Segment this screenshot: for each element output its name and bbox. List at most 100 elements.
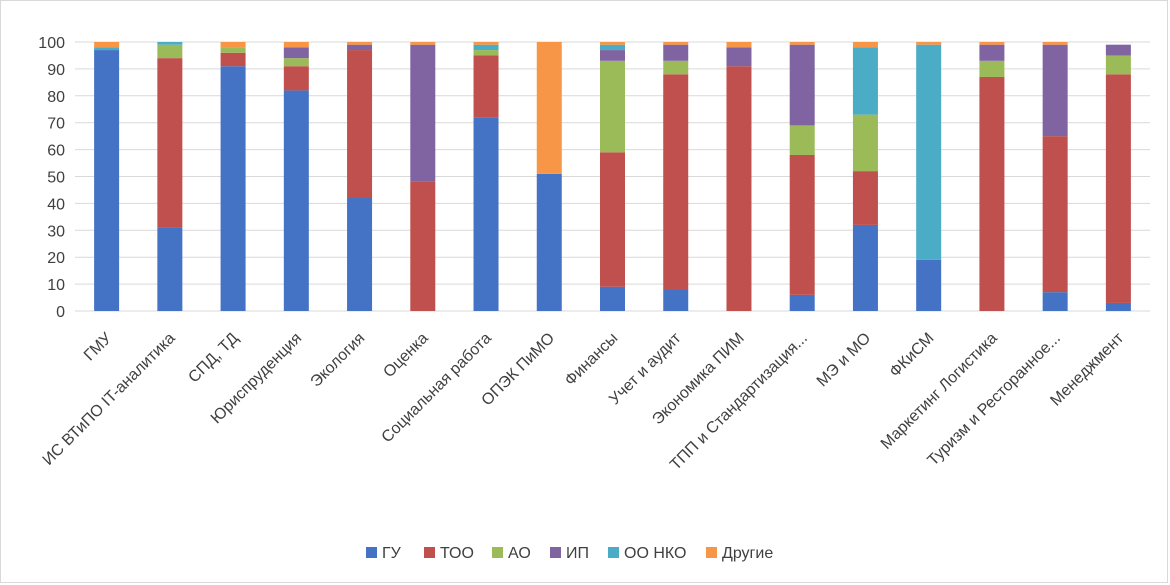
legend-label: ИП (566, 545, 589, 562)
bar-segment (1105, 55, 1131, 75)
legend-label: АО (508, 545, 531, 562)
legend-swatch (550, 547, 561, 558)
bar-segment (789, 44, 815, 126)
bar-segment (347, 44, 373, 51)
y-tick-label: 20 (47, 250, 65, 267)
bar-segment (94, 47, 120, 51)
bars (94, 42, 1131, 312)
y-tick-label: 70 (47, 116, 65, 133)
bar-segment (473, 50, 499, 56)
y-tick-label: 50 (47, 170, 65, 187)
bar-segment (916, 42, 942, 45)
y-axis: 0 10 20 30 40 50 60 70 80 90 100 (38, 35, 65, 321)
bar-segment (663, 42, 689, 45)
y-tick-label: 40 (47, 196, 65, 213)
y-tick-label: 60 (47, 143, 65, 160)
bar-segment (852, 224, 878, 311)
bar-segment (789, 294, 815, 311)
y-tick-label: 10 (47, 277, 65, 294)
bar-segment (94, 42, 120, 48)
bar-segment (536, 173, 562, 311)
x-category-label: ГМУ (81, 329, 116, 364)
x-category-label: Туризм и Ресторанное... (925, 330, 1064, 469)
legend-label: ОО НКО (624, 545, 686, 562)
legend-swatch (706, 547, 717, 558)
bar-segment (536, 42, 562, 174)
bar-segment (979, 76, 1005, 311)
legend-label: ГУ (382, 545, 402, 562)
bar-segment (600, 44, 625, 51)
bar-segment (94, 50, 120, 311)
x-category-label: Маркетинг Логистика (878, 330, 1001, 453)
x-category-label: СПД, ТД (185, 330, 242, 387)
bar-segment (916, 44, 942, 260)
bar-segment (473, 44, 499, 51)
x-category-label: ФКиСМ (887, 330, 938, 381)
bar-segment (852, 42, 878, 48)
bar-segment (220, 52, 246, 67)
bar-segment (600, 42, 625, 45)
legend-swatch (492, 547, 503, 558)
y-tick-label: 100 (38, 35, 65, 52)
bar-segment (600, 152, 625, 287)
bar-segment (979, 42, 1005, 45)
y-tick-label: 80 (47, 89, 65, 106)
bar-segment (1042, 44, 1068, 137)
bar-segment (347, 198, 373, 311)
bar-segment (789, 42, 815, 45)
legend: ГУ ТОО АО ИП ОО НКО Другие (366, 545, 773, 562)
bar-segment (220, 42, 246, 48)
bar-segment (1042, 292, 1068, 311)
bar-segment (789, 125, 815, 155)
bar-segment (1105, 44, 1131, 56)
bar-segment (600, 50, 625, 61)
bar-segment (726, 42, 752, 48)
bar-segment (473, 117, 499, 311)
bar-segment (410, 42, 436, 45)
legend-swatch (608, 547, 619, 558)
bar-segment (1105, 74, 1131, 303)
bar-segment (852, 114, 878, 172)
y-tick-label: 30 (47, 223, 65, 240)
bar-segment (157, 44, 183, 59)
bar-segment (410, 44, 436, 182)
bar-segment (283, 66, 309, 91)
x-category-label: МЭ и МО (814, 330, 874, 390)
x-category-label: Социальная работа (379, 330, 495, 446)
x-category-label: ИС ВТиПО IT-аналитика (40, 330, 179, 469)
bar-segment (726, 66, 752, 312)
bar-segment (220, 47, 246, 53)
bar-segment (1042, 136, 1068, 293)
bar-segment (157, 42, 183, 45)
legend-swatch (424, 547, 435, 558)
bar-segment (283, 58, 309, 67)
y-tick-label: 90 (47, 62, 65, 79)
bar-segment (220, 66, 246, 312)
bar-segment (283, 47, 309, 59)
legend-swatch (366, 547, 377, 558)
x-category-label: Экология (308, 330, 369, 391)
bar-segment (600, 60, 625, 153)
bar-segment (473, 55, 499, 118)
y-tick-label: 0 (56, 304, 65, 321)
x-category-label: Финансы (562, 330, 622, 390)
bar-segment (979, 44, 1005, 61)
legend-label: ТОО (440, 545, 474, 562)
bar-segment (663, 60, 689, 75)
bar-segment (663, 74, 689, 290)
bar-segment (157, 227, 183, 311)
bar-segment (852, 47, 878, 115)
x-category-label: Оценка (380, 330, 431, 381)
bar-segment (283, 90, 309, 311)
x-category-label: ТПП и Стандартизация... (667, 330, 811, 474)
bar-segment (979, 60, 1005, 77)
bar-segment (663, 289, 689, 311)
bar-segment (347, 50, 373, 199)
bar-segment (852, 171, 878, 225)
bar-segment (473, 42, 499, 45)
bar-segment (1042, 42, 1068, 45)
bar-segment (916, 259, 942, 311)
